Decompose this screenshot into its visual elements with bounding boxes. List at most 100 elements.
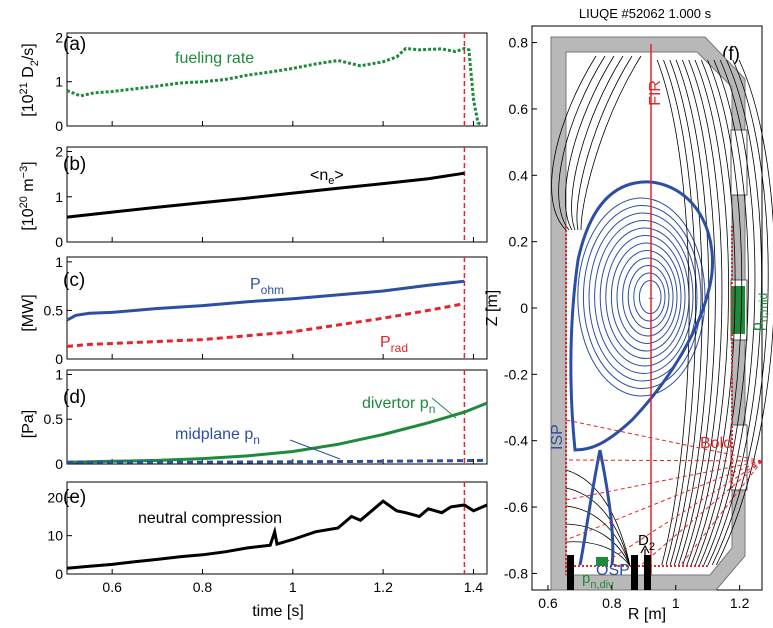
panel-label-d: (d) <box>63 387 86 408</box>
axes-frame-3 <box>66 369 488 465</box>
xtick-label: 1 <box>289 579 297 595</box>
open-flux-line <box>656 59 690 566</box>
open-flux-line <box>674 59 710 566</box>
eq-ytick-label: -0.6 <box>504 499 528 515</box>
ytick-label: 1 <box>55 254 63 270</box>
bolometer-fan <box>565 419 763 567</box>
open-flux-line <box>558 55 606 231</box>
ylabel-b: [1020 m−3] <box>18 161 37 230</box>
eq-ytick-label: 0.4 <box>509 167 529 183</box>
bolo-label: Bolo <box>700 435 732 452</box>
open-flux-line <box>551 55 597 231</box>
axes-frame-1 <box>66 146 488 243</box>
ytick-label: 0.5 <box>44 302 64 318</box>
flux-surfaces <box>551 55 773 567</box>
ytick-label: 0.5 <box>44 411 64 427</box>
eq-ytick-label: -0.4 <box>504 433 528 449</box>
bolo-chord <box>639 460 763 567</box>
annotation-neutral-compression: neutral compression <box>138 510 282 527</box>
axes-frame-4 <box>66 481 488 575</box>
divertor-coil-1 <box>567 555 574 590</box>
open-flux-line <box>580 55 642 231</box>
eq-ylabel: Z [m] <box>484 290 501 326</box>
closed-flux-surface <box>605 235 686 359</box>
eq-ytick-label: 0.6 <box>509 101 529 117</box>
leader-midplane <box>289 439 341 460</box>
open-flux-line <box>703 59 756 566</box>
open-flux-line <box>690 59 736 566</box>
eq-xtick-label: 1.2 <box>730 595 750 611</box>
axes-frame-0 <box>66 32 488 127</box>
fir-label: FIR <box>647 80 664 106</box>
eq-ticks: -0.8 -0.6 -0.4 -0.2 0 0.2 0.4 0.6 0.8 0.6 0.8 1 1.2 <box>504 35 750 611</box>
series-p-rad <box>66 302 465 348</box>
xtick-label: 0.6 <box>102 579 122 595</box>
separatrix-leg-outer <box>598 449 615 566</box>
closed-flux-surface <box>610 242 682 352</box>
series-fueling-rate <box>66 46 484 127</box>
divertor-coil-3 <box>644 555 651 590</box>
separatrix <box>569 180 714 452</box>
leader-divertor <box>431 397 457 419</box>
open-flux-line <box>571 55 624 231</box>
ytick-label: 0 <box>55 456 63 472</box>
xlabel-time: time [s] <box>252 603 304 620</box>
closed-flux-surface <box>627 265 670 329</box>
eq-ytick-label: -0.2 <box>504 366 528 382</box>
eq-xlabel: R [m] <box>628 606 666 623</box>
annotation-divertor-pn: divertor pn <box>362 395 435 416</box>
equilibrium-panel: LIUQE #52062 1.000 s (f) + FIR Bolo ISP … <box>484 6 773 623</box>
closed-flux-surface <box>594 220 694 374</box>
series-p-ohm <box>66 279 465 322</box>
open-flux-line <box>576 55 633 231</box>
panel-label-b: (b) <box>63 154 86 175</box>
open-flux-line <box>678 59 716 566</box>
closed-flux-surface <box>622 257 674 337</box>
bolo-chord <box>565 460 763 501</box>
ytick-label: 0 <box>55 351 63 367</box>
ytick-label: 1 <box>55 366 63 382</box>
closed-flux-surface <box>577 197 706 397</box>
open-flux-line <box>669 59 703 566</box>
panel-label-a: (a) <box>63 34 86 55</box>
bolo-chord <box>679 460 763 567</box>
bolo-chord <box>565 459 763 462</box>
ylabel-c: [MW] <box>20 294 37 331</box>
open-flux-line <box>663 59 697 566</box>
eq-xtick-label: 1 <box>672 595 680 611</box>
ytick-label: 20 <box>47 489 63 505</box>
open-flux-line <box>711 59 769 566</box>
closed-flux-surface <box>633 272 666 322</box>
xtick-label: 0.8 <box>193 579 213 595</box>
ytick-label: 0 <box>55 118 63 134</box>
isp-label: ISP <box>549 424 566 450</box>
ytick-label: 2 <box>55 144 63 160</box>
annotation-prad: Prad <box>380 334 408 355</box>
annotation-midplane-pn: midplane pn <box>175 426 260 447</box>
ytick-label: 10 <box>47 528 63 544</box>
ytick-label: 0 <box>55 234 63 250</box>
series-midplane-p-n <box>67 458 488 464</box>
eq-xtick-label: 0.6 <box>538 595 558 611</box>
annotation-pohm: Pohm <box>250 276 284 297</box>
pn-div-gauge <box>596 557 608 566</box>
divertor-flux-line <box>565 505 631 567</box>
closed-flux-surface <box>588 212 698 382</box>
axes-frame-2 <box>66 256 488 360</box>
open-flux-line <box>699 59 749 566</box>
closed-flux-surface <box>616 250 678 344</box>
panel-label-e: (e) <box>63 487 86 508</box>
closed-flux-surface <box>638 280 662 314</box>
osp-label: OSP <box>596 562 630 579</box>
d2-arrowhead <box>640 544 650 554</box>
eq-ytick-label: 0.8 <box>509 35 529 51</box>
divertor-flux-line <box>565 487 631 567</box>
open-flux-line <box>716 59 773 566</box>
eq-ytick-label: 0 <box>520 300 528 316</box>
xtick-label: 1.4 <box>464 579 484 595</box>
open-flux-line <box>565 55 615 231</box>
open-flux-line <box>707 59 762 566</box>
annotation-fueling-rate: fueling rate <box>175 50 254 67</box>
eq-title: LIUQE #52062 1.000 s <box>579 6 712 21</box>
